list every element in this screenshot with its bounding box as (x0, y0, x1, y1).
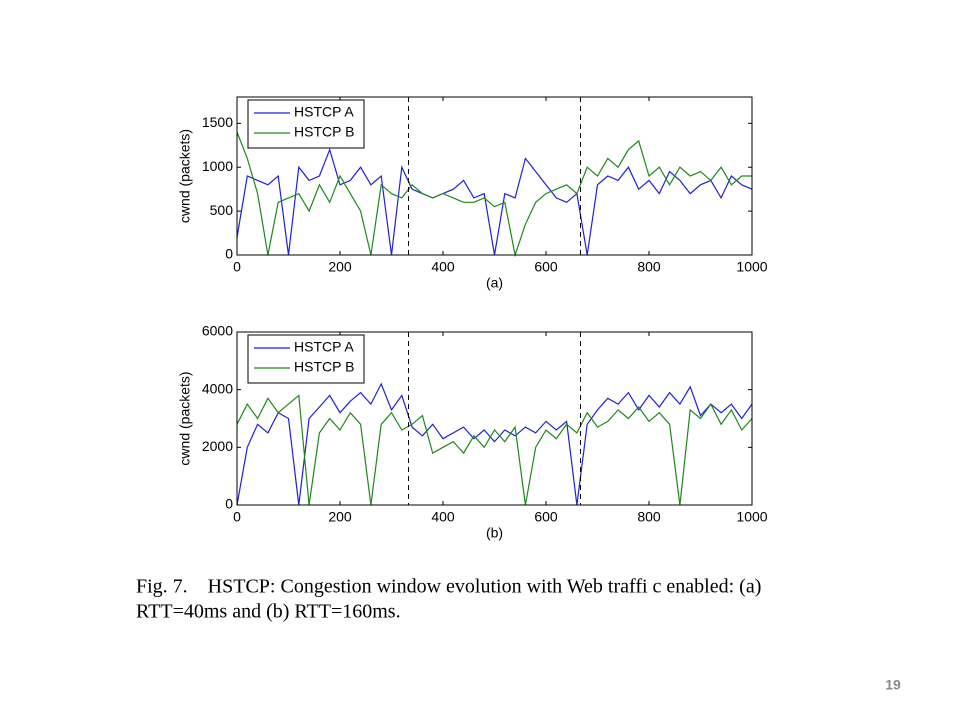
x-tick-label: 1000 (736, 509, 767, 525)
legend-label: HSTCP A (294, 104, 354, 120)
legend-box (247, 99, 365, 149)
x-tick-label: 400 (431, 259, 455, 275)
y-tick-label: 0 (225, 246, 233, 262)
x-axis-label: (b) (486, 525, 503, 541)
y-tick-label: 1500 (202, 114, 233, 130)
series-line (236, 394, 753, 506)
y-tick-label: 500 (210, 202, 234, 218)
x-tick-label: 400 (431, 509, 455, 525)
x-tick-label: 200 (328, 259, 352, 275)
x-tick-label: 800 (637, 509, 661, 525)
y-axis-label: cwnd (packets) (177, 129, 193, 223)
y-tick-label: 0 (225, 496, 233, 512)
caption-line: RTT=40ms and (b) RTT=160ms. (136, 601, 401, 623)
legend-label: HSTCP A (294, 339, 354, 355)
x-tick-label: 0 (233, 509, 241, 525)
x-tick-label: 800 (637, 259, 661, 275)
legend-label: HSTCP B (294, 359, 354, 375)
x-tick-label: 0 (233, 259, 241, 275)
axes-frame (236, 331, 753, 506)
legend-box (247, 334, 365, 384)
axes-frame (236, 96, 753, 256)
x-tick-label: 1000 (736, 259, 767, 275)
y-tick-label: 1000 (202, 158, 233, 174)
x-tick-label: 600 (534, 259, 558, 275)
series-line (236, 382, 753, 506)
y-tick-label: 6000 (202, 323, 233, 339)
x-tick-label: 600 (534, 509, 558, 525)
x-axis-label: (a) (486, 275, 503, 291)
y-tick-label: 4000 (202, 380, 233, 396)
y-tick-label: 2000 (202, 438, 233, 454)
x-tick-label: 200 (328, 509, 352, 525)
y-axis-label: cwnd (packets) (177, 371, 193, 465)
caption-line: Fig. 7. HSTCP: Congestion window evoluti… (136, 576, 761, 598)
series-line (236, 131, 752, 258)
legend-label: HSTCP B (294, 124, 354, 140)
page-number: 19 (885, 677, 901, 693)
